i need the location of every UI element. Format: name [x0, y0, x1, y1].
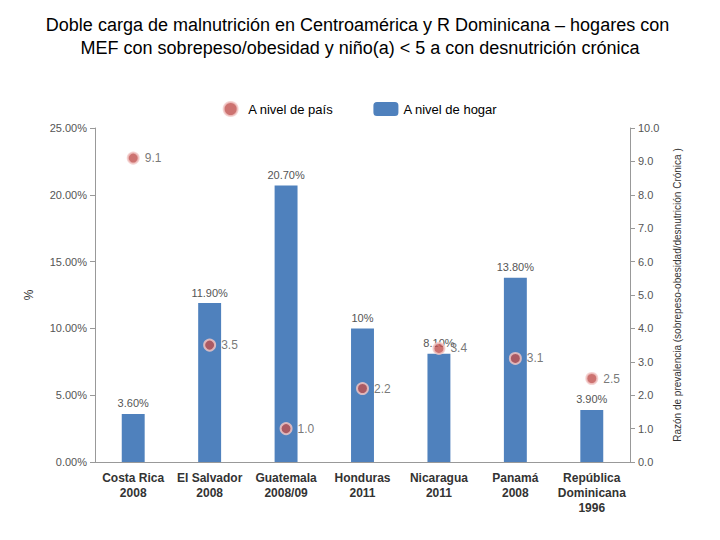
- svg-text:Panamá: Panamá: [492, 471, 538, 485]
- svg-text:10.00%: 10.00%: [50, 322, 88, 334]
- svg-text:10%: 10%: [351, 312, 373, 324]
- svg-text:2.2: 2.2: [374, 382, 391, 396]
- svg-text:20.70%: 20.70%: [267, 169, 305, 181]
- svg-text:Costa Rica: Costa Rica: [102, 471, 164, 485]
- svg-text:3.1: 3.1: [527, 351, 544, 365]
- svg-text:A nivel de hogar: A nivel de hogar: [403, 102, 497, 117]
- svg-text:11.90%: 11.90%: [191, 287, 228, 299]
- svg-text:1.0: 1.0: [298, 422, 315, 436]
- svg-text:13.80%: 13.80%: [497, 261, 535, 273]
- svg-text:3.4: 3.4: [450, 341, 467, 355]
- svg-text:3.0: 3.0: [638, 356, 653, 368]
- svg-text:%: %: [22, 289, 36, 300]
- svg-text:6.0: 6.0: [638, 256, 653, 268]
- svg-text:25.00%: 25.00%: [50, 122, 88, 134]
- svg-text:El Salvador: El Salvador: [177, 471, 243, 485]
- svg-text:2008: 2008: [196, 486, 223, 500]
- svg-text:Dominicana: Dominicana: [558, 486, 626, 500]
- svg-text:Doble carga de malnutrición en: Doble carga de malnutrición en Centroamé…: [46, 15, 674, 35]
- svg-text:20.00%: 20.00%: [50, 189, 88, 201]
- svg-text:1996: 1996: [578, 501, 605, 515]
- svg-text:9.1: 9.1: [145, 151, 162, 165]
- svg-text:Razón de prevalencia (sobrepes: Razón de prevalencia (sobrepeso-obesidad…: [672, 148, 683, 442]
- svg-text:9.0: 9.0: [638, 155, 653, 167]
- svg-text:0.0: 0.0: [638, 456, 653, 468]
- svg-text:5.00%: 5.00%: [56, 389, 87, 401]
- svg-text:Guatemala: Guatemala: [255, 471, 317, 485]
- svg-text:2.5: 2.5: [603, 372, 620, 386]
- svg-text:2.0: 2.0: [638, 389, 653, 401]
- svg-text:2008: 2008: [502, 486, 529, 500]
- svg-text:Honduras: Honduras: [334, 471, 390, 485]
- svg-text:1.0: 1.0: [638, 423, 653, 435]
- svg-text:3.90%: 3.90%: [576, 393, 607, 405]
- svg-text:2008: 2008: [120, 486, 147, 500]
- svg-text:5.0: 5.0: [638, 289, 653, 301]
- svg-text:3.5: 3.5: [221, 338, 238, 352]
- svg-text:15.00%: 15.00%: [50, 256, 88, 268]
- svg-text:8.0: 8.0: [638, 189, 653, 201]
- svg-text:2011: 2011: [426, 486, 452, 500]
- svg-text:2008/09: 2008/09: [264, 486, 308, 500]
- svg-text:República: República: [563, 471, 621, 485]
- svg-text:A nivel de país: A nivel de país: [248, 102, 333, 117]
- svg-text:2011: 2011: [349, 486, 375, 500]
- svg-text:Nicaragua: Nicaragua: [410, 471, 468, 485]
- svg-text:10.0: 10.0: [638, 122, 659, 134]
- svg-text:3.60%: 3.60%: [118, 397, 149, 409]
- svg-text:MEF con sobrepeso/obesidad y n: MEF con sobrepeso/obesidad y niño(a) < 5…: [81, 38, 641, 58]
- svg-text:7.0: 7.0: [638, 222, 653, 234]
- svg-text:4.0: 4.0: [638, 322, 653, 334]
- svg-text:0.00%: 0.00%: [56, 456, 87, 468]
